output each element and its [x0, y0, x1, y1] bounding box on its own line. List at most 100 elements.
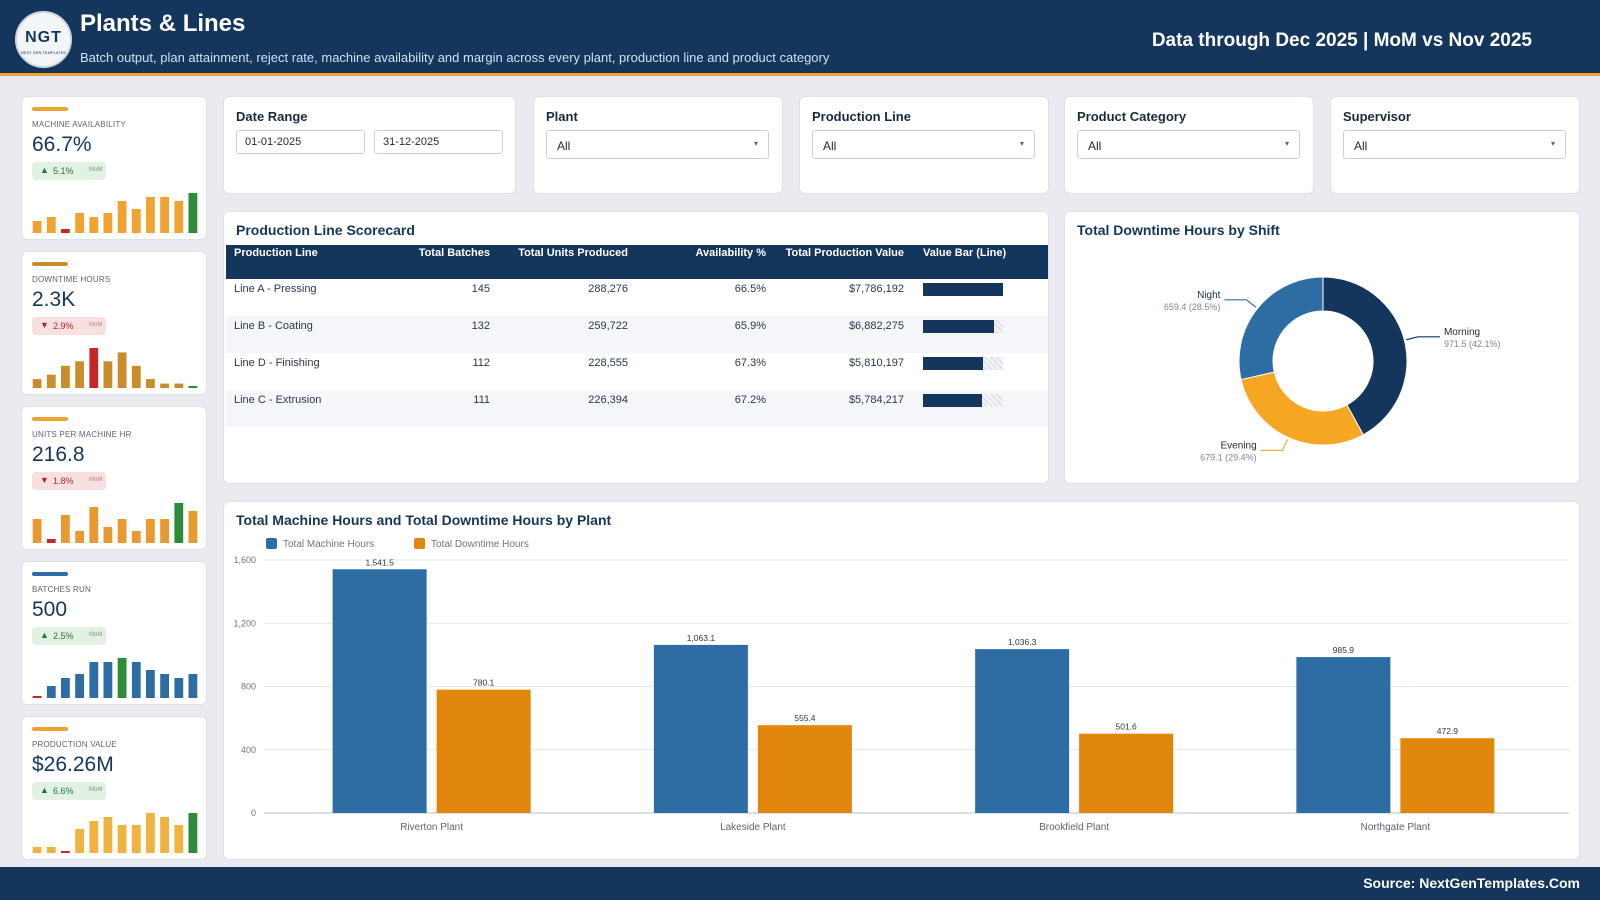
cell-availability: 65.9% [734, 320, 766, 332]
supervisor-select[interactable]: All ▾ [1343, 130, 1566, 159]
legend-swatch-machine [266, 538, 277, 549]
spark-bar [89, 217, 99, 233]
spark-bar [174, 503, 184, 543]
col-header[interactable]: Value Bar (Line) [923, 247, 1007, 259]
bar-downtime-hours[interactable] [757, 725, 852, 813]
kpi-label: UNITS PER MACHINE HR [32, 430, 132, 439]
triangle-up-icon: ▲ [40, 785, 49, 795]
bar-machine-hours[interactable] [653, 644, 748, 813]
date-end-input[interactable]: 31-12-2025 [374, 130, 503, 154]
spark-bar [131, 365, 141, 388]
source-text[interactable]: Source: NextGenTemplates.Com [1363, 875, 1580, 891]
table-header: Production Line Total Batches Total Unit… [226, 245, 1048, 279]
filter-supervisor: Supervisor All ▾ [1330, 96, 1580, 194]
spark-bar [146, 670, 155, 698]
donut-label-value: 679.1 (29.4%) [1200, 452, 1257, 462]
table-row[interactable]: Line A - Pressing 145 288,276 66.5% $7,786,1… [226, 279, 1048, 316]
scorecard-title: Production Line Scorecard [236, 222, 415, 238]
spark-bar [46, 217, 56, 233]
bar-data-label: 1,063.1 [687, 633, 716, 643]
value-bar-fill [923, 357, 983, 370]
table-row[interactable]: Line C - Extrusion 111 226,394 67.2% $5,784,… [226, 390, 1048, 427]
col-header[interactable]: Total Production Value [785, 247, 904, 259]
spark-bar [117, 658, 127, 698]
legend-label-machine[interactable]: Total Machine Hours [283, 539, 375, 550]
triangle-down-icon: ▼ [40, 320, 49, 330]
spark-bar [46, 847, 56, 853]
select-value: All [823, 139, 837, 153]
kpi-card[interactable]: MACHINE AVAILABILITY 66.7% ▲ 5.1% MoM [21, 96, 207, 240]
spark-bar [103, 361, 113, 388]
kpi-change: 2.9% [53, 321, 74, 331]
cell-units: 259,722 [588, 320, 628, 332]
cell-availability: 67.3% [734, 357, 766, 369]
date-start-input[interactable]: 01-01-2025 [236, 130, 365, 154]
spark-bar [103, 527, 113, 543]
legend-swatch-downtime [414, 538, 425, 549]
filter-label: Supervisor [1343, 109, 1411, 124]
spark-bar [32, 221, 42, 233]
filter-label: Product Category [1077, 109, 1187, 124]
col-header[interactable]: Total Batches [418, 247, 490, 259]
donut-card: Total Downtime Hours by Shift Morning 971… [1064, 211, 1580, 484]
cell-value: $6,882,275 [848, 320, 904, 332]
bar-data-label: 555.4 [794, 713, 816, 723]
chevron-down-icon: ▾ [753, 139, 758, 148]
cell-batches: 111 [473, 394, 490, 406]
kpi-card[interactable]: PRODUCTION VALUE $26.26M ▲ 6.6% MoM [21, 716, 207, 860]
spark-bar [131, 662, 141, 698]
production-line-select[interactable]: All ▾ [812, 130, 1035, 159]
brand-logo: NGT NEXT GEN TEMPLATES [15, 11, 72, 68]
cell-units: 228,555 [588, 357, 628, 369]
legend-label-downtime[interactable]: Total Downtime Hours [431, 539, 529, 550]
kpi-accent [32, 417, 68, 421]
kpi-card[interactable]: UNITS PER MACHINE HR 216.8 ▼ 1.8% MoM [21, 406, 207, 550]
bar-machine-hours[interactable] [975, 649, 1070, 813]
filter-date-range: Date Range 01-01-2025 31-12-2025 [223, 96, 516, 194]
bar-machine-hours[interactable] [1296, 657, 1391, 813]
product-category-select[interactable]: All ▾ [1077, 130, 1300, 159]
spark-bar [117, 825, 127, 853]
kpi-card[interactable]: BATCHES RUN 500 ▲ 2.5% MoM [21, 561, 207, 705]
kpi-label: PRODUCTION VALUE [32, 740, 117, 749]
filter-production-line: Production Line All ▾ [799, 96, 1049, 194]
kpi-change: 2.5% [53, 631, 74, 641]
donut-slice-night[interactable] [1238, 276, 1324, 381]
kpi-sparkline [32, 193, 198, 233]
kpi-label: BATCHES RUN [32, 585, 91, 594]
kpi-mom: MoM [89, 167, 103, 173]
col-header[interactable]: Availability % [695, 247, 766, 259]
kpi-value: $26.26M [32, 753, 114, 776]
kpi-change: 1.8% [53, 476, 74, 486]
col-header[interactable]: Production Line [234, 247, 318, 259]
table-row[interactable]: Line B - Coating 132 259,722 65.9% $6,882,27… [226, 316, 1048, 353]
filter-plant: Plant All ▾ [533, 96, 783, 194]
bar-chart-title: Total Machine Hours and Total Downtime H… [236, 512, 612, 528]
bar-downtime-hours[interactable] [1079, 733, 1174, 813]
spark-bar [32, 696, 42, 698]
bar-chart-card: Total Machine Hours and Total Downtime H… [223, 501, 1580, 860]
value-bar-fill [923, 283, 1003, 296]
kpi-card[interactable]: DOWNTIME HOURS 2.3K ▼ 2.9% MoM [21, 251, 207, 395]
kpi-mom: MoM [89, 477, 103, 483]
plant-select[interactable]: All ▾ [546, 130, 769, 159]
bar-machine-hours[interactable] [332, 569, 427, 813]
kpi-label: MACHINE AVAILABILITY [32, 120, 126, 129]
donut-slice-morning[interactable] [1322, 276, 1408, 436]
donut-label-value: 659.4 (28.5%) [1164, 302, 1221, 312]
kpi-sparkline [32, 348, 198, 388]
bar-downtime-hours[interactable] [1400, 738, 1495, 813]
scorecard-card: Production Line Scorecard Production Lin… [223, 211, 1049, 484]
table-row[interactable]: Line D - Finishing 112 228,555 67.3% $5,810,… [226, 353, 1048, 390]
donut-leader-line [1224, 299, 1257, 308]
kpi-change-badge: ▲ 2.5% MoM [32, 627, 106, 645]
value-bar-track [923, 283, 1003, 296]
col-header[interactable]: Total Units Produced [518, 247, 628, 259]
bar-downtime-hours[interactable] [436, 689, 531, 813]
kpi-mom: MoM [89, 632, 103, 638]
cell-units: 226,394 [588, 394, 628, 406]
donut-slice-evening[interactable] [1240, 371, 1364, 446]
page-subtitle: Batch output, plan attainment, reject ra… [80, 50, 830, 65]
spark-bar [174, 201, 184, 233]
